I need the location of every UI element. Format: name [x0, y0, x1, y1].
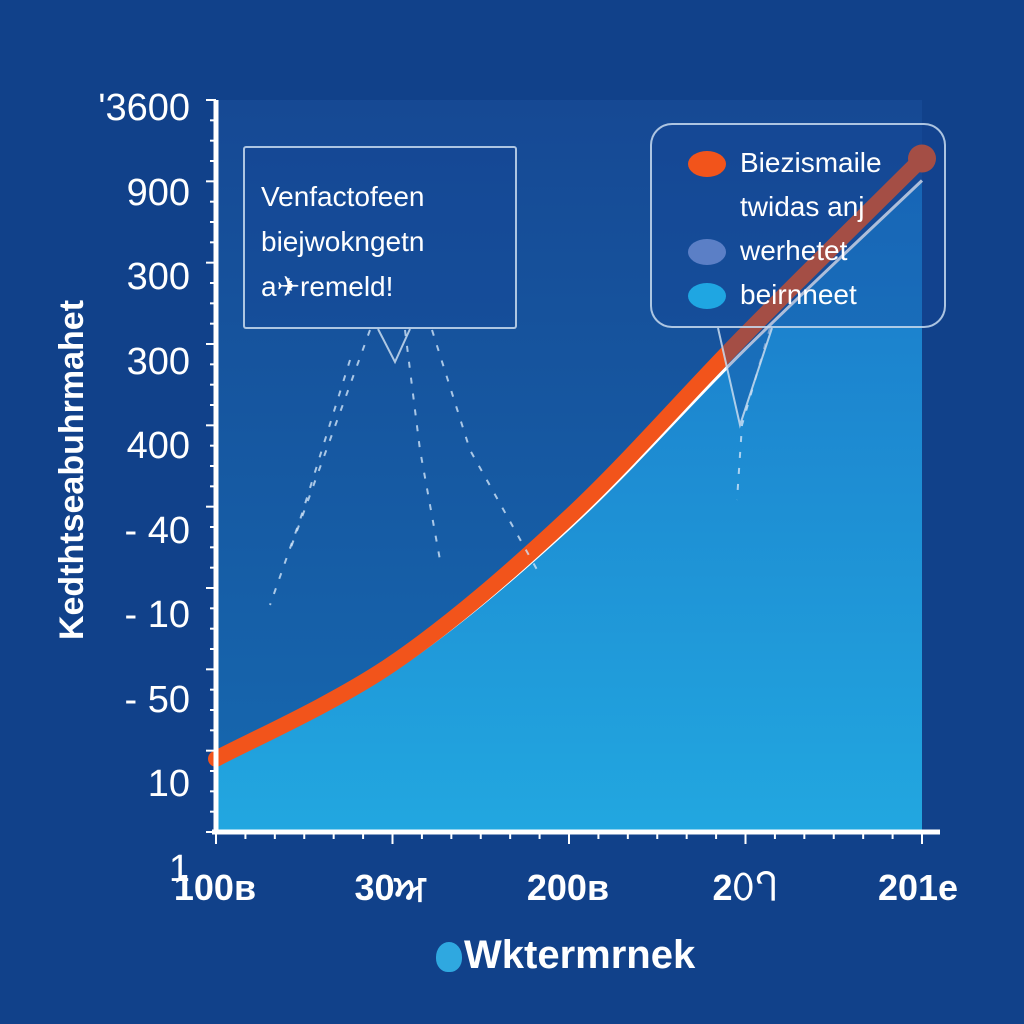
- x-tick-label: 30ਅ: [354, 867, 426, 908]
- y-tick-label: - 40: [124, 509, 190, 552]
- annotation-callout: Venfactofeen biejwokngetn a✈remeld!: [243, 146, 517, 329]
- y-tick-label: 1: [168, 847, 190, 890]
- y-tick-label: - 10: [124, 594, 190, 636]
- x-tick-label: 20ி: [712, 867, 778, 908]
- legend-label: twidas anj: [740, 191, 865, 222]
- orange-dot-icon: [688, 151, 726, 177]
- x-tick-label: 100в: [173, 867, 257, 908]
- annotation-pointer: [377, 328, 411, 365]
- legend-pointer: [717, 327, 773, 429]
- y-tick-label: 10: [147, 763, 190, 805]
- legend-item: twidas anj: [688, 187, 944, 231]
- x-tick-label: 201е: [877, 867, 959, 908]
- annotation-line: Venfactofeen: [261, 181, 425, 212]
- area-fill-beirnneet: [216, 180, 922, 832]
- y-tick-label: 900: [126, 171, 190, 214]
- y-tick-label: '3600: [98, 87, 190, 129]
- watermark-text: Wktermrnek: [464, 933, 696, 977]
- y-tick-label: - 50: [124, 678, 190, 721]
- legend-item: beirnneet: [688, 275, 944, 319]
- annotation-line: a✈remeld!: [261, 271, 394, 302]
- series-line-Biezismaile: [208, 150, 930, 767]
- legend-item: Biezismaile: [688, 143, 944, 187]
- y-tick-label: 300: [126, 256, 190, 298]
- legend-label: Biezismaile: [740, 147, 882, 178]
- y-tick-label: 400: [126, 425, 190, 467]
- y-axis-label: Kedthtseabuhrmahet: [53, 299, 91, 641]
- legend-item: werhetet: [688, 231, 944, 275]
- droplet-icon: [436, 942, 462, 972]
- annotation-line: biejwokngetn: [261, 226, 425, 257]
- legend-label: beirnneet: [740, 279, 857, 310]
- violet-dot-icon: [688, 239, 726, 265]
- annotation-leader: [289, 329, 371, 551]
- x-tick-label: 200в: [526, 867, 610, 908]
- watermark: Wktermrnek: [436, 930, 695, 980]
- annotation-leader: [404, 329, 441, 561]
- annotation-leader: [269, 359, 351, 606]
- y-tick-label: 300: [126, 340, 190, 383]
- cyan-dot-icon: [688, 283, 726, 309]
- legend-label: werhetet: [740, 235, 848, 266]
- legend: Biezismaile twidas anj werhetet beirnnee…: [650, 123, 946, 328]
